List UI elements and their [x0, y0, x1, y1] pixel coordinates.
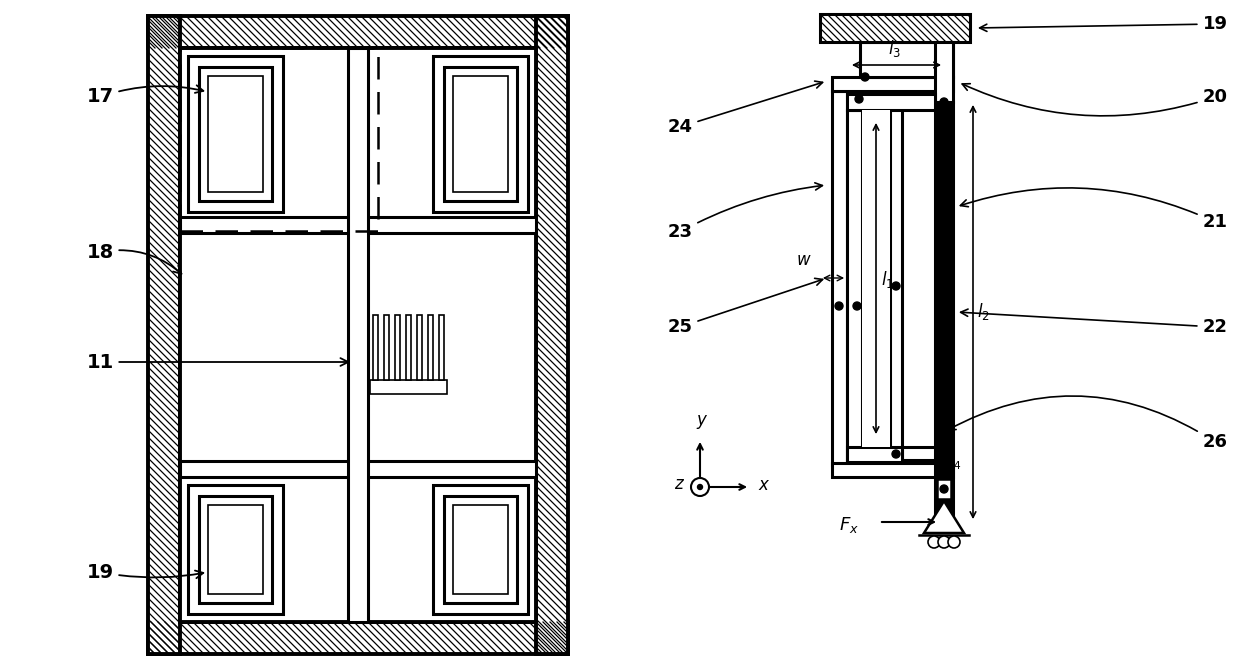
- Bar: [935, 102, 954, 522]
- Bar: [396, 315, 401, 380]
- Circle shape: [853, 302, 861, 310]
- Bar: [890, 94, 901, 462]
- Circle shape: [691, 478, 709, 496]
- Bar: [847, 447, 901, 462]
- Polygon shape: [924, 501, 963, 533]
- Bar: [832, 463, 954, 477]
- Text: $l_1$: $l_1$: [880, 269, 894, 290]
- Bar: [444, 67, 517, 201]
- Text: 26: 26: [949, 396, 1228, 451]
- Bar: [148, 16, 180, 654]
- Text: 24: 24: [667, 81, 822, 136]
- Text: 11: 11: [87, 353, 348, 372]
- Bar: [148, 16, 568, 48]
- Circle shape: [856, 95, 863, 103]
- Bar: [847, 110, 862, 462]
- Bar: [820, 14, 970, 42]
- Text: $l_4$: $l_4$: [949, 454, 961, 472]
- Bar: [861, 42, 954, 77]
- Text: 20: 20: [962, 84, 1228, 116]
- Circle shape: [949, 536, 960, 548]
- Text: $l_3$: $l_3$: [888, 38, 901, 59]
- Circle shape: [861, 73, 869, 81]
- Bar: [935, 42, 954, 102]
- Text: $l_2$: $l_2$: [977, 302, 990, 323]
- Bar: [405, 315, 410, 380]
- Text: $z$: $z$: [673, 475, 684, 493]
- Text: 19: 19: [87, 562, 203, 581]
- Text: 25: 25: [667, 278, 822, 336]
- Bar: [433, 56, 528, 212]
- Circle shape: [940, 485, 949, 493]
- Circle shape: [892, 450, 900, 458]
- Bar: [901, 447, 935, 460]
- Bar: [433, 485, 528, 614]
- Bar: [832, 91, 847, 465]
- Bar: [370, 380, 446, 394]
- Text: 22: 22: [961, 309, 1228, 336]
- Bar: [180, 461, 536, 477]
- Bar: [453, 76, 508, 192]
- Text: $x$: $x$: [758, 476, 770, 494]
- Text: 18: 18: [87, 243, 181, 274]
- Circle shape: [940, 98, 949, 106]
- Bar: [417, 315, 422, 380]
- Circle shape: [928, 536, 940, 548]
- Bar: [384, 315, 389, 380]
- Bar: [862, 110, 890, 447]
- Bar: [208, 505, 263, 594]
- Text: 17: 17: [87, 85, 203, 106]
- Text: $y$: $y$: [696, 413, 708, 431]
- Circle shape: [892, 282, 900, 290]
- Circle shape: [940, 466, 949, 474]
- Circle shape: [835, 302, 843, 310]
- Text: 23: 23: [667, 183, 822, 241]
- Bar: [937, 479, 951, 499]
- Bar: [180, 217, 536, 233]
- Bar: [188, 485, 283, 614]
- Bar: [536, 16, 568, 654]
- Bar: [180, 48, 536, 622]
- Bar: [439, 315, 444, 380]
- Text: $w$: $w$: [796, 251, 812, 269]
- Circle shape: [937, 536, 950, 548]
- Text: 19: 19: [980, 15, 1228, 33]
- Bar: [832, 77, 954, 91]
- Bar: [348, 48, 368, 622]
- Bar: [208, 76, 263, 192]
- Bar: [428, 315, 433, 380]
- Bar: [847, 94, 935, 110]
- Bar: [453, 505, 508, 594]
- Bar: [373, 315, 378, 380]
- Bar: [198, 496, 272, 603]
- Bar: [148, 622, 568, 654]
- Circle shape: [697, 485, 703, 489]
- Text: $F_x$: $F_x$: [839, 515, 859, 535]
- Bar: [444, 496, 517, 603]
- Bar: [188, 56, 283, 212]
- Bar: [198, 67, 272, 201]
- Text: 21: 21: [961, 188, 1228, 231]
